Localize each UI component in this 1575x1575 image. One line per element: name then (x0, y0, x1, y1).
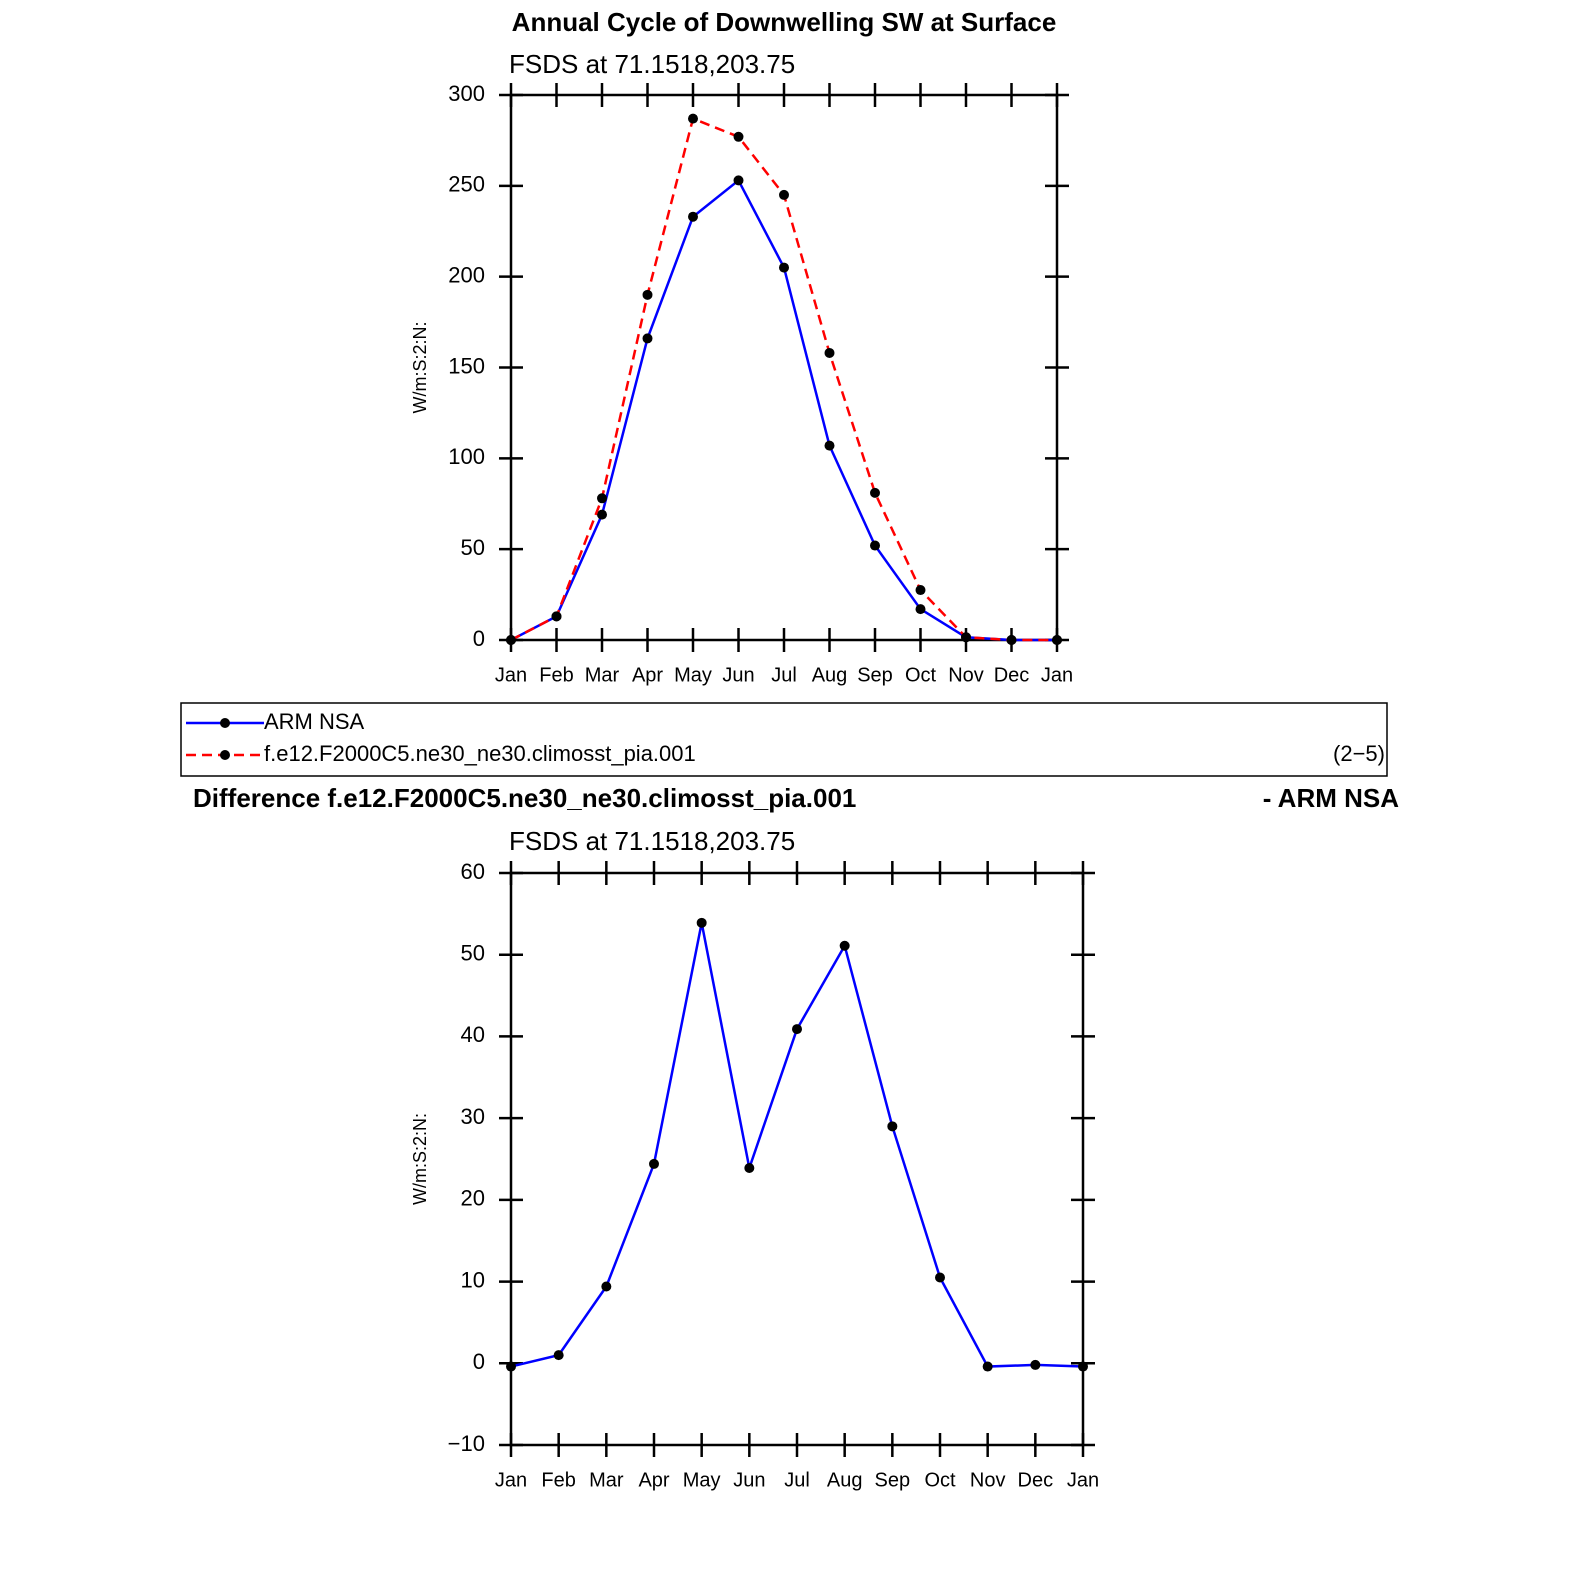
x-tick-label: Jul (771, 664, 797, 686)
series-line (510, 922, 1084, 1368)
chart-subtitle: FSDS at 71.1518,203.75 (509, 826, 795, 856)
data-point (744, 1162, 755, 1173)
x-tick-label: Oct (905, 664, 937, 686)
x-tick-label: Sep (857, 664, 893, 686)
x-tick-label: Nov (970, 1469, 1006, 1491)
x-tick-label: Oct (924, 1469, 956, 1491)
y-tick-label: 10 (461, 1267, 485, 1292)
x-tick-label: Feb (541, 1469, 575, 1491)
y-tick-label: 0 (473, 626, 485, 651)
data-point (915, 604, 926, 615)
data-point (839, 940, 850, 951)
data-point (642, 333, 653, 344)
y-tick-label: 200 (448, 262, 485, 287)
data-point (733, 131, 744, 142)
plot-frame (509, 93, 1059, 642)
x-tick-label: Jan (1067, 1469, 1099, 1491)
data-point (887, 1121, 898, 1132)
chart-title-right: - ARM NSA (1263, 783, 1399, 813)
x-tick-label: May (683, 1469, 721, 1491)
x-tick-label: Jan (495, 1469, 527, 1491)
x-tick-label: Jan (495, 664, 527, 686)
chart-title: Difference f.e12.F2000C5.ne30_ne30.climo… (193, 783, 856, 813)
y-tick-label: −10 (448, 1431, 485, 1456)
y-tick-label: 50 (461, 941, 485, 966)
x-tick-label: Mar (585, 664, 620, 686)
data-point (642, 289, 653, 300)
x-tick-label: Aug (827, 1469, 863, 1491)
data-point (1006, 635, 1017, 645)
data-point (649, 1158, 659, 1169)
legend-label: f.e12.F2000C5.ne30_ne30.climosst_pia.001 (264, 741, 696, 766)
y-tick-label: 100 (448, 444, 485, 469)
x-tick-label: Aug (812, 664, 848, 686)
y-tick-label: 30 (461, 1104, 485, 1129)
y-tick-label: 0 (473, 1349, 485, 1374)
y-tick-label: 150 (448, 353, 485, 378)
data-point (696, 917, 707, 928)
data-point (779, 262, 789, 273)
data-point (601, 1281, 612, 1292)
data-point (688, 113, 698, 124)
x-tick-label: May (674, 664, 712, 686)
x-tick-label: Apr (632, 664, 663, 686)
data-point (792, 1024, 802, 1035)
data-point (935, 1272, 945, 1283)
data-point (870, 540, 880, 551)
data-point (779, 189, 789, 200)
y-tick-label: 250 (448, 172, 485, 197)
y-tick-label: 40 (461, 1022, 485, 1047)
x-tick-label: Jan (1041, 664, 1073, 686)
data-point (506, 1361, 516, 1372)
data-point (1052, 635, 1062, 645)
legend-label: ARM NSA (264, 709, 365, 734)
data-point (733, 175, 744, 186)
data-point (553, 1350, 564, 1361)
y-tick-label: 60 (461, 859, 485, 884)
data-point (824, 440, 835, 451)
x-tick-label: Jun (733, 1469, 765, 1491)
data-point (1030, 1359, 1041, 1370)
data-point (982, 1361, 993, 1372)
y-axis-label: W/m:S:2:N: (410, 321, 430, 413)
data-point (506, 635, 516, 645)
x-tick-label: Jun (722, 664, 754, 686)
x-tick-label: Apr (638, 1469, 669, 1491)
legend-marker (220, 750, 230, 760)
data-point (915, 585, 926, 596)
data-point (551, 611, 562, 622)
x-tick-label: Mar (589, 1469, 624, 1491)
legend-marker (220, 718, 230, 728)
y-tick-label: 50 (461, 535, 485, 560)
annotation: (2−5) (1333, 741, 1385, 766)
data-point (597, 509, 607, 520)
y-tick-label: 20 (461, 1186, 485, 1211)
x-tick-label: Nov (948, 664, 984, 686)
data-point (961, 632, 971, 643)
legend-box (180, 702, 1388, 777)
x-tick-label: Dec (1018, 1469, 1054, 1491)
data-point (1078, 1361, 1088, 1372)
data-point (824, 347, 835, 358)
data-point (688, 211, 698, 222)
chart-subtitle: FSDS at 71.1518,203.75 (509, 49, 795, 79)
x-tick-label: Dec (994, 664, 1030, 686)
plot-frame (509, 871, 1085, 1447)
y-tick-label: 300 (448, 81, 485, 106)
series-line (510, 178, 1057, 642)
x-tick-label: Sep (875, 1469, 911, 1491)
x-tick-label: Feb (539, 664, 573, 686)
data-point (597, 493, 607, 504)
chart-title: Annual Cycle of Downwelling SW at Surfac… (512, 7, 1057, 37)
y-axis-label: W/m:S:2:N: (410, 1113, 430, 1205)
data-point (870, 487, 880, 498)
x-tick-label: Jul (784, 1469, 810, 1491)
